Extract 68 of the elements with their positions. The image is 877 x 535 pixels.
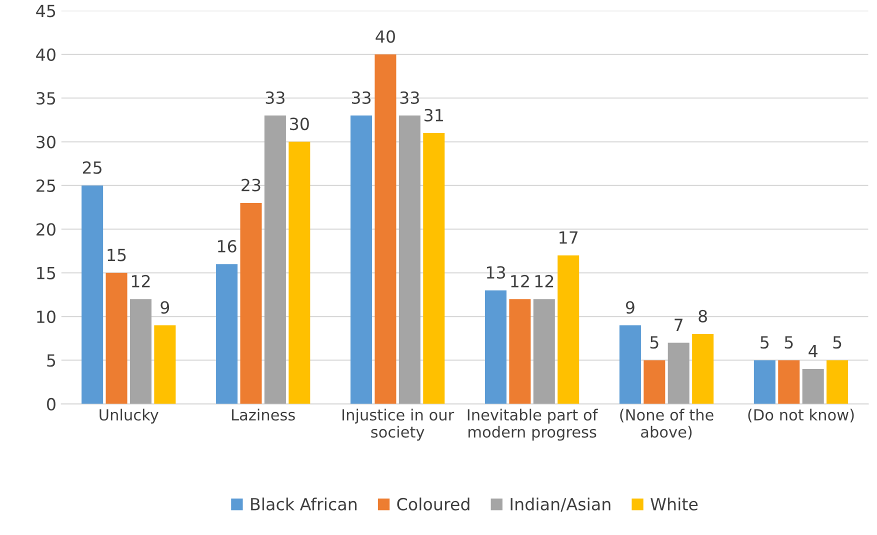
x-tick-label: Unlucky (100, 408, 158, 424)
y-tick-label: 0 (47, 398, 56, 410)
data-label: 33 (352, 91, 371, 104)
data-label: 12 (511, 274, 529, 288)
bar (826, 360, 848, 404)
data-label: 25 (82, 161, 102, 174)
data-label: 4 (808, 345, 818, 358)
data-label: 15 (108, 248, 126, 262)
data-label: 30 (290, 118, 309, 130)
data-label: 9 (160, 301, 170, 314)
data-label: 5 (784, 336, 793, 349)
bar (754, 360, 776, 404)
data-label: 40 (376, 30, 395, 43)
y-tick-label: 10 (37, 310, 56, 324)
data-label: 33 (400, 91, 419, 104)
bar (350, 116, 372, 404)
bar (668, 342, 690, 404)
y-tick-label: 35 (36, 92, 56, 105)
bar (484, 290, 506, 404)
data-label: 13 (486, 266, 506, 279)
bar (374, 54, 396, 404)
legend-label: Indian/Asian (510, 498, 610, 512)
data-label: 12 (132, 274, 150, 288)
legend-label: Black African (251, 498, 357, 510)
bar (533, 299, 555, 404)
x-tick-label: Injustice in our society (342, 408, 454, 441)
y-tick-label: 20 (36, 223, 56, 236)
bar (644, 360, 666, 404)
data-label: 9 (626, 301, 634, 314)
data-label: 23 (242, 178, 260, 192)
bar (558, 255, 580, 404)
y-tick-label: 15 (37, 267, 56, 280)
bar (264, 116, 286, 404)
data-label: 12 (535, 274, 554, 288)
bar (288, 142, 310, 404)
bar (509, 299, 531, 404)
bar (106, 272, 128, 404)
bar (802, 368, 824, 404)
x-tick-label: (Do not know) (748, 408, 854, 422)
data-label: 31 (424, 108, 443, 122)
x-tick-label: Laziness (232, 408, 295, 421)
bar (619, 325, 641, 404)
bar (154, 325, 176, 404)
bar (82, 185, 104, 404)
bar (692, 334, 714, 404)
y-tick-label: 45 (36, 4, 56, 18)
bar (423, 133, 445, 404)
data-label: 7 (674, 318, 682, 331)
data-label: 5 (650, 336, 658, 349)
legend-label: Coloured (397, 498, 470, 510)
data-label: 16 (218, 240, 236, 253)
data-label: 8 (698, 310, 707, 322)
y-tick-label: 5 (47, 354, 56, 367)
y-tick-label: 30 (36, 136, 56, 148)
y-tick-label: 40 (36, 48, 56, 61)
data-label: 5 (760, 336, 769, 349)
data-label: 5 (833, 336, 842, 349)
data-label: 17 (560, 231, 578, 244)
data-label: 33 (266, 91, 284, 104)
bar (398, 116, 420, 404)
x-tick-label: Inevitable part of modern progress (468, 408, 598, 441)
legend-label: White (650, 498, 698, 510)
x-tick-label: (None of the above) (620, 408, 714, 440)
bar (778, 360, 800, 404)
bar (130, 299, 152, 404)
y-tick-label: 25 (36, 179, 56, 192)
bar (240, 202, 262, 404)
bar (216, 264, 238, 404)
